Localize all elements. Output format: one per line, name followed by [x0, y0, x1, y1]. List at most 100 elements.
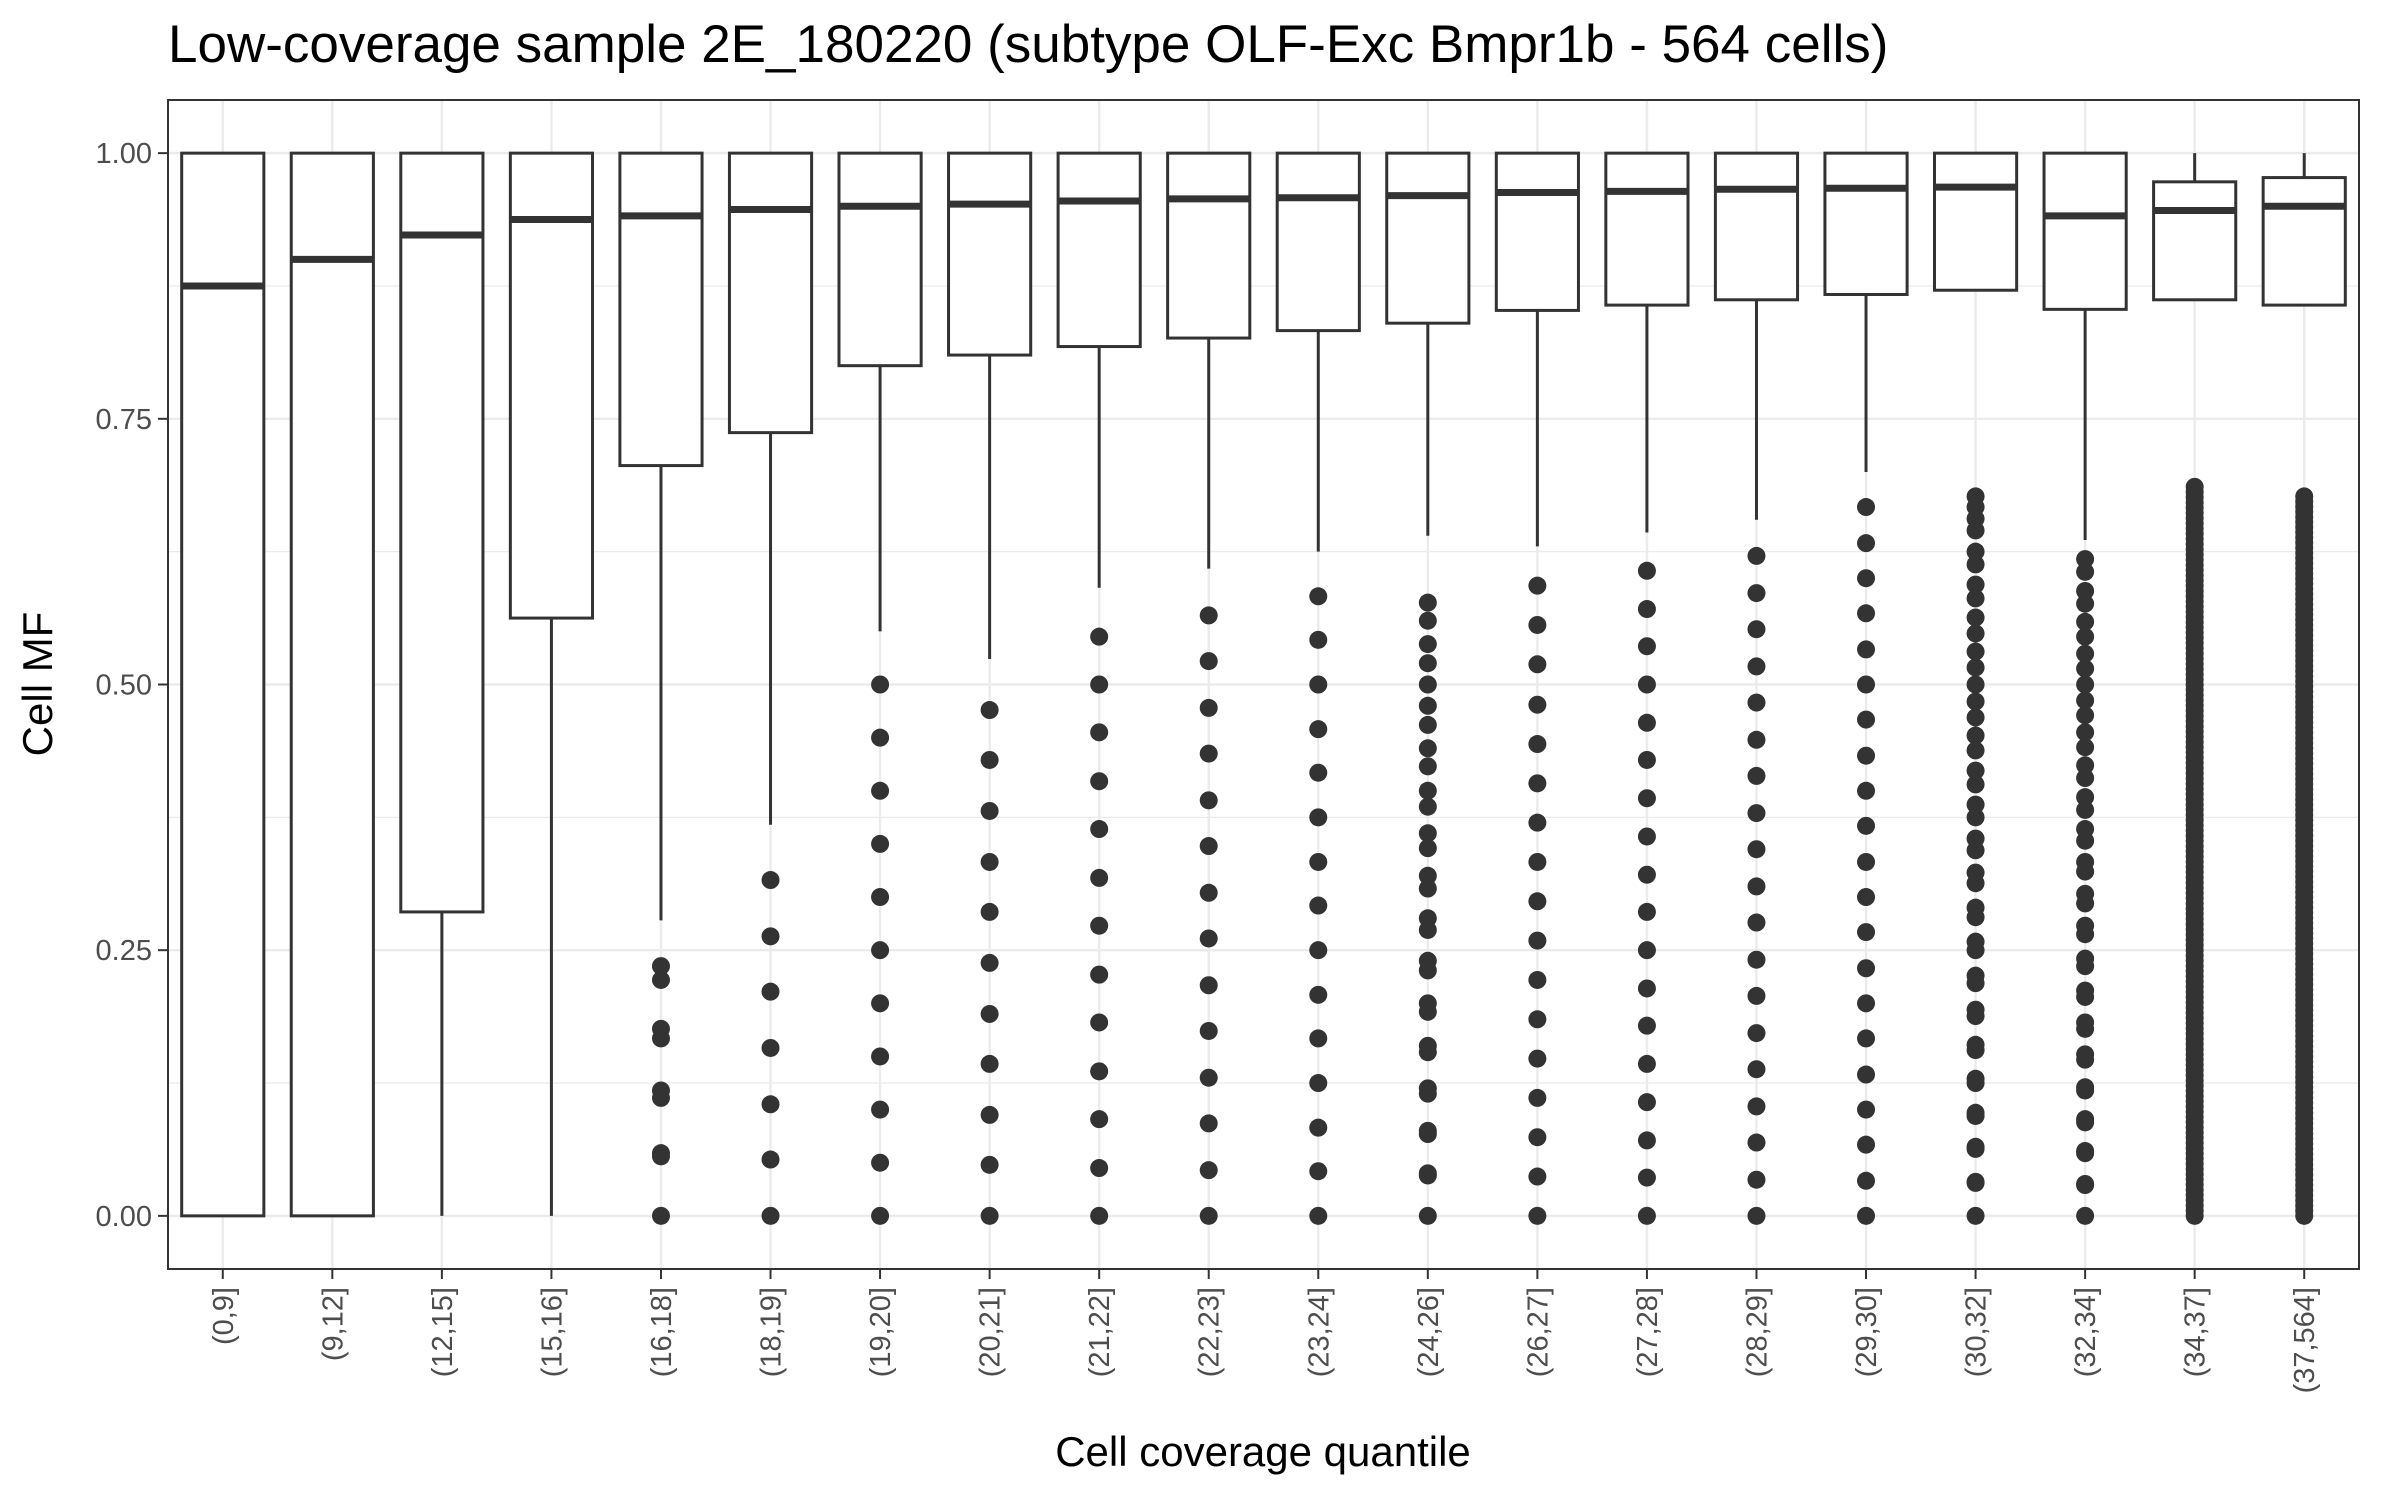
outlier-point: [1857, 1029, 1876, 1048]
chart-title: Low-coverage sample 2E_180220 (subtype O…: [168, 15, 1888, 74]
outlier-point: [1637, 1054, 1656, 1073]
outlier-point: [1747, 950, 1766, 969]
outlier-point: [2076, 706, 2095, 725]
outlier-point: [1857, 1100, 1876, 1119]
outlier-point: [2076, 788, 2095, 807]
outlier-point: [1637, 600, 1656, 619]
outlier-point: [1418, 1206, 1437, 1225]
outlier-point: [1309, 1162, 1328, 1181]
outlier-point: [871, 1100, 890, 1119]
box-layer: [180, 151, 2347, 1225]
outlier-point: [1199, 1206, 1218, 1225]
outlier-point: [1857, 923, 1876, 942]
outlier-point: [871, 1153, 890, 1172]
y-tick-label: 0.50: [96, 670, 152, 702]
outlier-point: [1309, 1206, 1328, 1225]
outlier-point: [1747, 913, 1766, 932]
outlier-point: [1966, 692, 1985, 711]
outlier-point: [651, 1147, 670, 1166]
outlier-point: [1528, 1128, 1547, 1147]
x-tick-label: (22,23]: [1194, 1287, 1226, 1377]
outlier-point: [2076, 1019, 2095, 1038]
outlier-point: [1199, 1161, 1218, 1180]
outlier-point: [1637, 1093, 1656, 1112]
x-tick-label: (19,20]: [865, 1287, 897, 1377]
outlier-point: [1199, 929, 1218, 948]
outlier-point: [980, 1155, 999, 1174]
box-group: [1385, 151, 1471, 1225]
x-tick-label: (34,37]: [2180, 1287, 2212, 1377]
outlier-point: [1966, 741, 1985, 760]
outlier-point: [2076, 581, 2095, 600]
x-tick-label: (28,29]: [1741, 1287, 1773, 1377]
outlier-point: [1747, 693, 1766, 712]
outlier-point: [2295, 487, 2314, 506]
outlier-point: [980, 1206, 999, 1225]
outlier-point: [761, 927, 780, 946]
outlier-point: [1199, 1021, 1218, 1040]
outlier-point: [761, 871, 780, 890]
outlier-point: [1637, 902, 1656, 921]
outlier-point: [2076, 831, 2095, 850]
outlier-point: [1199, 1068, 1218, 1087]
outlier-point: [1199, 652, 1218, 671]
x-tick-label: (0,9]: [208, 1287, 240, 1345]
box-group: [1713, 151, 1800, 1225]
outlier-point: [1309, 1118, 1328, 1137]
outlier-point: [1966, 1041, 1985, 1060]
box-iqr: [180, 151, 266, 1218]
x-tick-label: (21,22]: [1084, 1287, 1116, 1377]
outlier-point: [1637, 637, 1656, 656]
outlier-point: [1966, 874, 1985, 893]
outlier-point: [1528, 774, 1547, 793]
outlier-point: [1747, 1097, 1766, 1116]
outlier-point: [1966, 941, 1985, 960]
outlier-point: [2076, 800, 2095, 819]
box-iqr: [837, 151, 923, 368]
outlier-point: [1090, 916, 1109, 935]
outlier-point: [1747, 584, 1766, 603]
outlier-point: [1747, 840, 1766, 859]
outlier-point: [1309, 941, 1328, 960]
outlier-point: [1857, 640, 1876, 659]
outlier-point: [1418, 1125, 1437, 1144]
outlier-point: [1090, 772, 1109, 791]
box-group: [1494, 151, 1580, 1225]
outlier-point: [1199, 883, 1218, 902]
box-iqr: [1713, 151, 1800, 302]
outlier-point: [1418, 797, 1437, 816]
outlier-point: [1090, 1062, 1109, 1081]
x-axis-title: Cell coverage quantile: [1055, 1428, 1471, 1475]
box-group: [2042, 151, 2128, 1225]
outlier-point: [980, 852, 999, 871]
outlier-point: [980, 1105, 999, 1124]
outlier-point: [1309, 852, 1328, 871]
outlier-point: [1747, 986, 1766, 1005]
outlier-point: [871, 781, 890, 800]
x-tick-label: (23,24]: [1303, 1287, 1335, 1377]
outlier-point: [1966, 974, 1985, 993]
outlier-point: [1966, 642, 1985, 661]
y-tick-label: 0.75: [96, 404, 152, 436]
outlier-point: [980, 902, 999, 921]
outlier-point: [2076, 612, 2095, 631]
outlier-point: [871, 834, 890, 853]
outlier-point: [1528, 931, 1547, 950]
outlier-point: [1966, 1139, 1985, 1158]
outlier-point: [1199, 698, 1218, 717]
x-tick-label: (30,32]: [1961, 1287, 1993, 1377]
outlier-point: [761, 1038, 780, 1057]
outlier-point: [1309, 587, 1328, 606]
outlier-point: [1090, 868, 1109, 887]
outlier-point: [1637, 789, 1656, 808]
outlier-point: [1090, 1206, 1109, 1225]
outlier-point: [1528, 695, 1547, 714]
outlier-point: [1857, 959, 1876, 978]
outlier-point: [1418, 920, 1437, 939]
box-group: [1275, 151, 1361, 1225]
outlier-point: [1637, 979, 1656, 998]
outlier-point: [1199, 791, 1218, 810]
outlier-point: [1090, 675, 1109, 694]
y-tick-label: 0.00: [96, 1201, 152, 1233]
outlier-point: [1528, 1088, 1547, 1107]
